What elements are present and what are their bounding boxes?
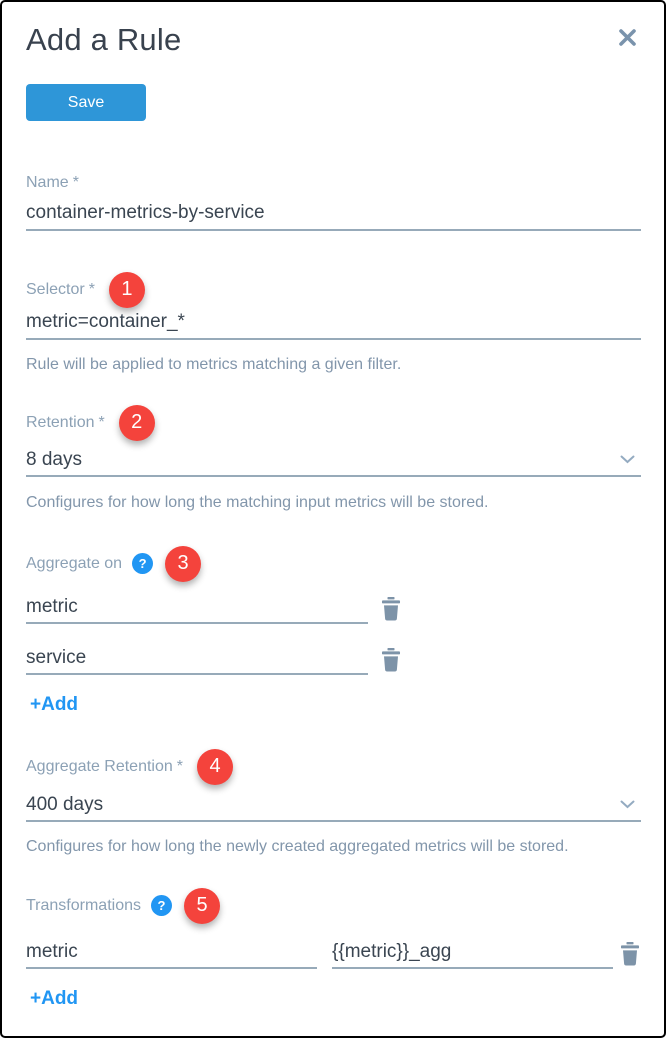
- retention-select[interactable]: 8 days: [26, 449, 641, 477]
- selector-label: Selector: [26, 280, 85, 298]
- aggregate-item-row: [26, 596, 641, 624]
- aggregate-retention-value: 400 days: [26, 794, 104, 815]
- retention-help-text: Configures for how long the matching inp…: [26, 494, 489, 511]
- transformations-label: Transformations: [26, 896, 141, 914]
- field-aggregate-on: Aggregate on ? 3 +Add: [26, 545, 641, 716]
- help-icon[interactable]: ?: [132, 553, 154, 574]
- selector-help-text: Rule will be applied to metrics matching…: [26, 356, 402, 373]
- transformation-tag-input[interactable]: [26, 941, 317, 969]
- required-asterisk: *: [98, 413, 105, 431]
- delete-transformation-button[interactable]: [620, 941, 640, 969]
- aggregate-on-input-0[interactable]: [26, 596, 368, 624]
- aggregate-retention-label: Aggregate Retention: [26, 757, 173, 775]
- transformation-replacement-input[interactable]: [332, 941, 613, 969]
- save-button[interactable]: Save: [26, 84, 146, 121]
- trash-icon: [381, 647, 401, 675]
- step-1-badge: 1: [108, 271, 145, 308]
- step-5-badge: 5: [184, 887, 220, 924]
- add-transformation-button[interactable]: +Add: [30, 988, 79, 1009]
- field-selector: Selector * 1 Rule will be applied to met…: [26, 271, 641, 375]
- step-2-badge: 2: [118, 404, 155, 441]
- aggregate-retention-help-text: Configures for how long the newly create…: [26, 838, 569, 855]
- aggregate-on-label-row: Aggregate on ? 3: [26, 545, 641, 582]
- field-aggregate-retention: Aggregate Retention * 4 400 days Configu…: [26, 748, 641, 857]
- name-label-row: Name *: [26, 173, 641, 192]
- aggregate-retention-label-row: Aggregate Retention * 4: [26, 748, 641, 785]
- dialog-header: Add a Rule: [26, 22, 641, 60]
- delete-aggregate-0-button[interactable]: [381, 596, 401, 624]
- required-asterisk: *: [176, 757, 184, 775]
- name-label: Name: [26, 173, 69, 191]
- retention-label-row: Retention * 2: [26, 404, 641, 441]
- delete-aggregate-1-button[interactable]: [381, 647, 401, 675]
- required-asterisk: *: [88, 280, 95, 298]
- selector-input[interactable]: [26, 311, 641, 340]
- aggregate-retention-select[interactable]: 400 days: [26, 794, 641, 822]
- chevron-down-icon: [620, 451, 635, 469]
- page-title: Add a Rule: [26, 22, 182, 57]
- help-icon[interactable]: ?: [151, 895, 172, 916]
- add-aggregate-button[interactable]: +Add: [30, 694, 79, 715]
- transformation-row: [26, 941, 641, 969]
- trash-icon: [620, 941, 640, 969]
- field-retention: Retention * 2 8 days Configures for how …: [26, 404, 641, 513]
- close-icon: [618, 29, 637, 50]
- close-button[interactable]: [614, 24, 641, 54]
- aggregate-on-input-1[interactable]: [26, 647, 368, 675]
- required-asterisk: *: [72, 173, 79, 191]
- aggregate-item-row: [26, 647, 641, 675]
- trash-icon: [381, 596, 401, 624]
- field-transformations: Transformations ? 5 +Add: [26, 887, 641, 1010]
- retention-label: Retention: [26, 413, 95, 431]
- step-3-badge: 3: [165, 545, 202, 582]
- selector-label-row: Selector * 1: [26, 271, 641, 308]
- step-4-badge: 4: [197, 748, 234, 785]
- retention-value: 8 days: [26, 449, 82, 470]
- name-input[interactable]: [26, 202, 641, 231]
- chevron-down-icon: [620, 796, 635, 814]
- transformations-label-row: Transformations ? 5: [26, 887, 641, 924]
- aggregate-on-label: Aggregate on: [26, 554, 123, 572]
- field-name: Name *: [26, 173, 641, 231]
